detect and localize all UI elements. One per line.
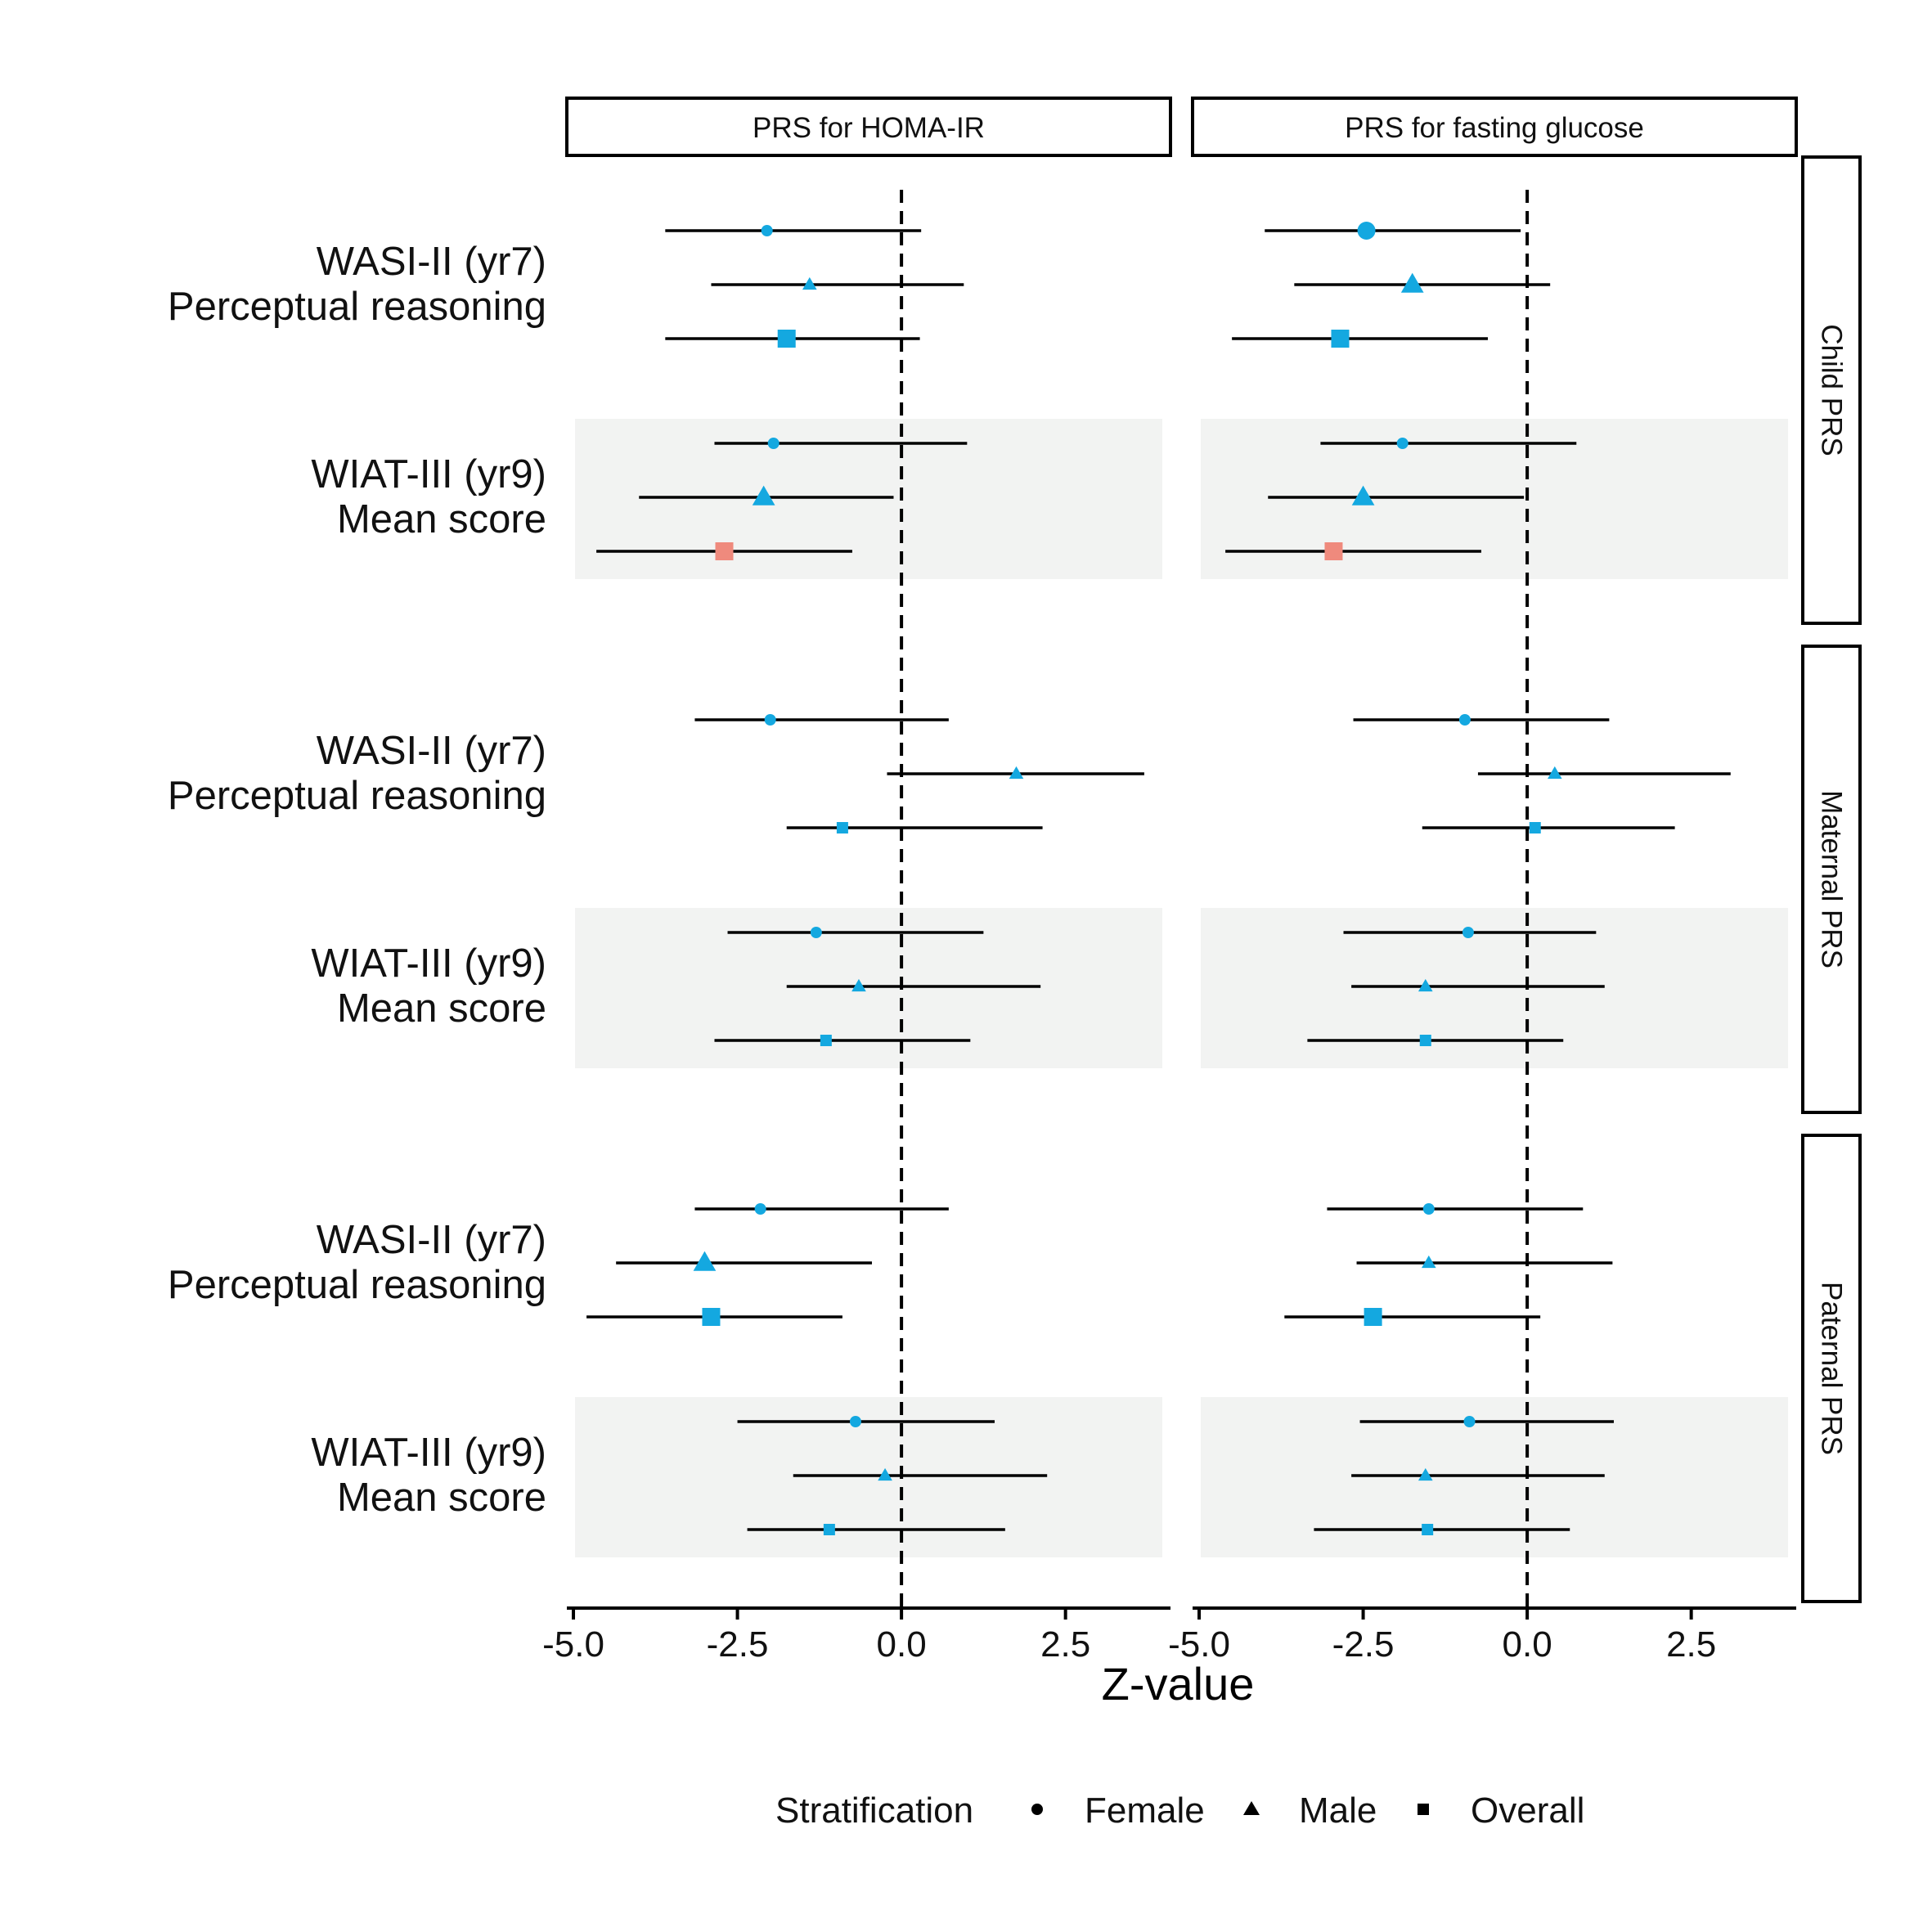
point-female bbox=[761, 225, 773, 236]
point-overall bbox=[823, 1524, 835, 1535]
outcome-label-line2: Perceptual reasoning bbox=[168, 1263, 546, 1307]
column-strip-label: PRS for fasting glucose bbox=[1345, 112, 1644, 144]
data-layer bbox=[586, 222, 1731, 1535]
x-tick-label: -5.0 bbox=[542, 1624, 604, 1665]
row-strip-label: Paternal PRS bbox=[1816, 1282, 1848, 1455]
legend-label: Male bbox=[1299, 1790, 1377, 1831]
point-female bbox=[1357, 222, 1376, 240]
point-overall bbox=[1529, 822, 1541, 833]
outcome-label-line2: Perceptual reasoning bbox=[168, 285, 546, 329]
point-overall bbox=[1324, 542, 1343, 560]
x-axis-title: Z-value bbox=[1102, 1658, 1255, 1710]
point-overall bbox=[820, 1035, 832, 1046]
legend-title: Stratification bbox=[775, 1790, 973, 1831]
point-male bbox=[693, 1251, 717, 1271]
point-male bbox=[1421, 1255, 1436, 1269]
point-overall bbox=[702, 1308, 721, 1326]
column-strip-label: PRS for HOMA-IR bbox=[753, 112, 985, 144]
x-tick-label: 0.0 bbox=[1503, 1624, 1552, 1665]
legend-key-male bbox=[1243, 1801, 1260, 1815]
x-tick-label: -2.5 bbox=[707, 1624, 769, 1665]
outcome-label-line2: Mean score bbox=[337, 497, 546, 541]
outcome-label-line2: Perceptual reasoning bbox=[168, 774, 546, 818]
point-female bbox=[849, 1416, 861, 1427]
reference-lines bbox=[900, 190, 1530, 1608]
row-strip-label: Maternal PRS bbox=[1816, 790, 1848, 968]
point-female bbox=[1462, 927, 1474, 938]
legend-key-female bbox=[1031, 1804, 1043, 1815]
point-female bbox=[1422, 1203, 1435, 1215]
x-tick-label: -2.5 bbox=[1332, 1624, 1395, 1665]
row-strip-label: Child PRS bbox=[1816, 324, 1848, 456]
point-overall bbox=[715, 542, 734, 560]
point-female bbox=[1458, 714, 1471, 726]
point-overall bbox=[1422, 1524, 1434, 1535]
point-male bbox=[1547, 766, 1562, 780]
column-strip bbox=[1191, 97, 1798, 157]
point-male bbox=[752, 485, 775, 505]
panel-shading bbox=[575, 419, 1788, 1557]
legend-label: Overall bbox=[1471, 1790, 1584, 1831]
point-overall bbox=[1419, 1035, 1431, 1046]
column-strip bbox=[565, 97, 1172, 157]
point-male bbox=[1400, 272, 1424, 293]
outcome-label-line1: WASI-II (yr7) bbox=[317, 240, 546, 284]
outcome-labels: WASI-II (yr7)Perceptual reasoningWIAT-II… bbox=[168, 240, 546, 1520]
outcome-label-line1: WASI-II (yr7) bbox=[317, 729, 546, 773]
outcome-label-line2: Mean score bbox=[337, 986, 546, 1031]
point-male bbox=[1009, 766, 1024, 780]
facet-strips: PRS for HOMA-IR PRS for fasting glucose Ch… bbox=[565, 97, 1862, 1603]
point-overall bbox=[1331, 330, 1350, 348]
x-tick-label: 2.5 bbox=[1040, 1624, 1090, 1665]
legend-label: Female bbox=[1085, 1790, 1205, 1831]
point-overall bbox=[836, 822, 848, 833]
x-tick-label: -5.0 bbox=[1168, 1624, 1230, 1665]
point-male bbox=[1351, 485, 1375, 505]
outcome-label-line1: WASI-II (yr7) bbox=[317, 1218, 546, 1262]
legend-key-overall bbox=[1418, 1804, 1429, 1815]
point-male bbox=[851, 978, 866, 992]
outcome-label-line2: Mean score bbox=[337, 1476, 546, 1520]
point-female bbox=[764, 714, 776, 726]
outcome-label-line1: WIAT-III (yr9) bbox=[311, 452, 546, 496]
x-tick-label: 0.0 bbox=[877, 1624, 927, 1665]
x-tick-label: 2.5 bbox=[1666, 1624, 1716, 1665]
point-overall bbox=[1364, 1308, 1382, 1326]
point-female bbox=[754, 1203, 766, 1215]
legend: Stratification Female Male Overall bbox=[775, 1790, 1584, 1831]
row-strip bbox=[1801, 155, 1862, 625]
point-female bbox=[1463, 1416, 1476, 1427]
point-male bbox=[878, 1467, 892, 1481]
outcome-label-line1: WIAT-III (yr9) bbox=[311, 941, 546, 986]
point-female bbox=[767, 438, 780, 449]
point-male bbox=[802, 276, 817, 290]
row-strip bbox=[1801, 645, 1862, 1114]
point-male bbox=[1418, 1467, 1433, 1481]
row-strip bbox=[1801, 1134, 1862, 1603]
point-female bbox=[810, 927, 822, 938]
point-male bbox=[1418, 978, 1433, 992]
point-overall bbox=[777, 330, 796, 348]
outcome-label-line1: WIAT-III (yr9) bbox=[311, 1431, 546, 1475]
axes: -5.0 -2.5 0.0 2.5 -5.0 -2.5 0.0 2.5 bbox=[542, 1606, 1796, 1665]
point-female bbox=[1396, 438, 1409, 449]
